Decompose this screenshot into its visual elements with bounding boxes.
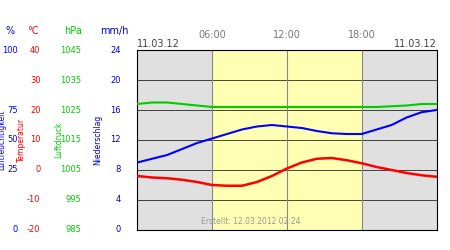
- Text: 40: 40: [30, 46, 40, 54]
- Text: 0: 0: [115, 226, 121, 234]
- Text: 0: 0: [13, 226, 18, 234]
- Text: 20: 20: [30, 106, 40, 114]
- Text: 1045: 1045: [60, 46, 81, 54]
- Text: 11.03.12: 11.03.12: [137, 39, 180, 49]
- Text: 24: 24: [110, 46, 121, 54]
- Text: 1005: 1005: [60, 166, 81, 174]
- Text: 985: 985: [65, 226, 81, 234]
- Text: mm/h: mm/h: [100, 26, 129, 36]
- Text: %: %: [5, 26, 14, 36]
- Bar: [212, 50, 362, 230]
- Text: 4: 4: [115, 196, 121, 204]
- Text: 20: 20: [110, 76, 121, 84]
- Text: 30: 30: [30, 76, 40, 84]
- Text: Niederschlag: Niederschlag: [94, 115, 103, 165]
- Text: 06:00: 06:00: [198, 30, 226, 40]
- Text: hPa: hPa: [64, 26, 82, 36]
- Text: 995: 995: [65, 196, 81, 204]
- Text: 1025: 1025: [60, 106, 81, 114]
- Text: 50: 50: [8, 136, 18, 144]
- Text: Erstellt: 12.03.2012 02:24: Erstellt: 12.03.2012 02:24: [201, 217, 301, 226]
- Text: 11.03.12: 11.03.12: [394, 39, 436, 49]
- Text: 10: 10: [30, 136, 40, 144]
- Text: Luftdruck: Luftdruck: [54, 122, 63, 158]
- Text: 16: 16: [110, 106, 121, 114]
- Text: 12: 12: [110, 136, 121, 144]
- Text: 1035: 1035: [60, 76, 81, 84]
- Text: 0: 0: [35, 166, 40, 174]
- Text: 1015: 1015: [60, 136, 81, 144]
- Text: 25: 25: [8, 166, 18, 174]
- Text: -10: -10: [27, 196, 40, 204]
- Bar: [362, 50, 436, 230]
- Text: 100: 100: [2, 46, 18, 54]
- Text: 75: 75: [7, 106, 18, 114]
- Text: 18:00: 18:00: [348, 30, 376, 40]
- Text: Luftfeuchtigkeit: Luftfeuchtigkeit: [0, 110, 7, 170]
- Text: Temperatur: Temperatur: [17, 118, 26, 162]
- Text: 8: 8: [115, 166, 121, 174]
- Text: 12:00: 12:00: [273, 30, 301, 40]
- Text: °C: °C: [27, 26, 38, 36]
- Text: -20: -20: [27, 226, 40, 234]
- Bar: [137, 50, 212, 230]
